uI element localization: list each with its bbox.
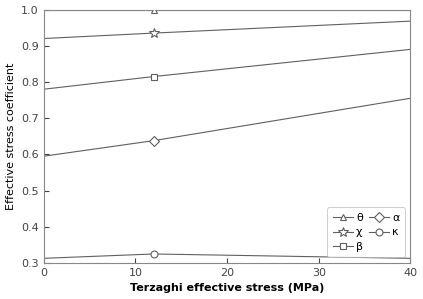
- Y-axis label: Effective stress coefficient: Effective stress coefficient: [5, 62, 16, 210]
- X-axis label: Terzaghi effective stress (MPa): Terzaghi effective stress (MPa): [130, 283, 324, 293]
- Legend: θ, χ, β, α, κ: θ, χ, β, α, κ: [327, 208, 405, 257]
